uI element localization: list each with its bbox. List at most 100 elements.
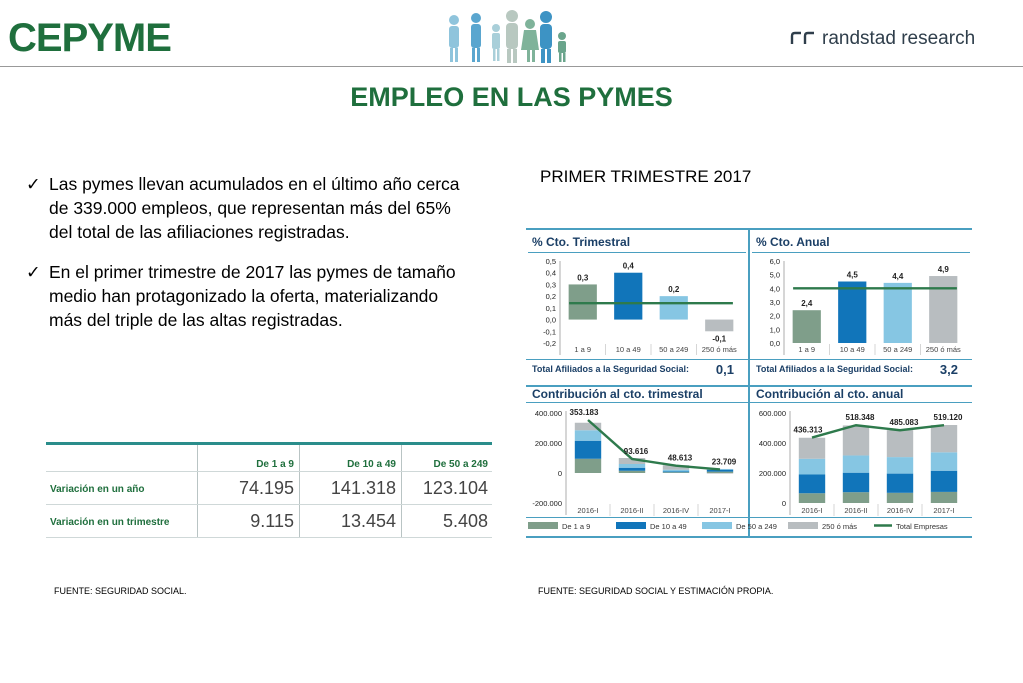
table-cell: 141.318 xyxy=(330,478,396,498)
quarterly-growth-xtick: 10 a 49 xyxy=(616,345,641,354)
annual-contribution-total-label: 485.083 xyxy=(890,418,919,427)
quarterly-contribution-total-line xyxy=(587,419,721,471)
quarterly-growth-ytick: -0,2 xyxy=(543,339,556,348)
annual-growth-footer-value: 3,2 xyxy=(940,362,958,377)
quarterly-contribution-stack-segment xyxy=(662,472,690,473)
annual-contribution-xtick: 2016-II xyxy=(844,506,867,515)
table-header-cell: De 1 a 9 xyxy=(256,459,294,470)
annual-contribution-stack-segment xyxy=(930,491,958,503)
quarterly-growth-ytick: 0,3 xyxy=(546,280,556,289)
quarterly-contribution-stack-segment xyxy=(662,471,690,473)
annual-contribution-stack-segment xyxy=(886,492,914,503)
quarterly-growth-xtick: 250 ó más xyxy=(702,345,737,354)
annual-growth-ytick: 4,0 xyxy=(770,284,780,293)
quarterly-growth-title: % Cto. Trimestral xyxy=(532,235,630,249)
cepyme-logo[interactable]: CEPYME xyxy=(8,16,172,60)
annual-growth-xtick: 50 a 249 xyxy=(883,345,912,354)
quarterly-growth-footer-value: 0,1 xyxy=(716,362,734,377)
annual-contribution-stack-segment xyxy=(886,473,914,493)
quarterly-growth-value-label: 0,4 xyxy=(623,262,635,271)
annual-contribution-xtick: 2017-I xyxy=(933,506,954,515)
quarterly-contribution-stack-segment xyxy=(706,469,734,472)
quarterly-growth-ytick: 0,0 xyxy=(546,316,556,325)
annual-contribution-ytick: 200.000 xyxy=(759,469,786,478)
quarterly-growth-value-label: 0,2 xyxy=(668,285,680,294)
annual-growth-ytick: 1,0 xyxy=(770,325,780,334)
randstad-research-text: randstad research xyxy=(822,28,976,49)
quarterly-contribution-ytick: 200.000 xyxy=(535,439,562,448)
randstad-research-logo[interactable]: randstad research xyxy=(790,28,975,50)
table-divider xyxy=(197,445,198,538)
annual-contribution-ytick: 400.000 xyxy=(759,439,786,448)
panel-bottom-border xyxy=(526,536,972,538)
legend-top-border xyxy=(526,517,972,518)
annual-contribution-total-label: 436.313 xyxy=(794,426,823,435)
quarterly-growth-xtick: 1 a 9 xyxy=(574,345,591,354)
quarterly-contribution-total-label: 353.183 xyxy=(570,408,599,417)
annual-growth-ytick: 5,0 xyxy=(770,271,780,280)
chart-subtitle: PRIMER TRIMESTRE 2017 xyxy=(540,167,752,186)
annual-contribution-stack-segment xyxy=(842,425,870,456)
quarterly-contribution-stack-segment xyxy=(574,430,602,441)
annual-growth-value-label: 4,9 xyxy=(938,265,950,274)
footer-top-border xyxy=(526,359,972,360)
annual-growth-xtick: 1 a 9 xyxy=(798,345,815,354)
annual-growth-bar xyxy=(883,282,912,343)
annual-contribution-xtick: 2016-I xyxy=(801,506,822,515)
table-cell: 123.104 xyxy=(422,478,488,498)
bullet-text: Las pymes llevan acumulados en el último… xyxy=(49,174,460,242)
annual-contribution-stack-segment xyxy=(842,472,870,493)
quarterly-growth-ytick: 0,2 xyxy=(546,292,556,301)
quarterly-contribution-stack-segment xyxy=(574,422,602,431)
legend-swatch xyxy=(788,522,818,529)
annual-growth-footer-label: Total Afiliados a la Seguridad Social: xyxy=(756,364,913,374)
annual-contribution-stack-segment xyxy=(930,425,958,453)
row-label: Variación en un trimestre xyxy=(50,517,170,528)
table-cell: 13.454 xyxy=(340,511,396,531)
annual-contribution-stack-segment xyxy=(798,437,826,459)
quarterly-growth-ytick: 0,4 xyxy=(546,269,556,278)
page-title: EMPLEO EN LAS PYMES xyxy=(350,82,673,112)
table-cell: 74.195 xyxy=(238,478,294,498)
table-divider xyxy=(299,445,300,538)
quarterly-contribution-ytick: 400.000 xyxy=(535,409,562,418)
randstad-mark-icon xyxy=(790,31,814,44)
annual-growth-title: % Cto. Anual xyxy=(756,235,830,249)
legend-swatch xyxy=(702,522,732,529)
quarterly-contribution-xtick: 2016-IV xyxy=(663,506,689,515)
quarterly-growth-bar xyxy=(614,272,643,320)
quarterly-growth-ytick: 0,5 xyxy=(546,257,556,266)
quarterly-growth-title-rule xyxy=(528,252,746,253)
legend-swatch xyxy=(528,522,558,529)
quarterly-contribution-stack-segment xyxy=(618,458,646,464)
source-right: FUENTE: SEGURIDAD SOCIAL Y ESTIMACIÓN PR… xyxy=(538,586,774,596)
quarterly-contribution-stack-segment xyxy=(574,458,602,473)
quarterly-contribution-total-label: 48.613 xyxy=(668,454,693,463)
annual-contribution-stack-segment xyxy=(798,474,826,494)
table-cell: 5.408 xyxy=(442,511,488,531)
quarterly-growth-footer-label: Total Afiliados a la Seguridad Social: xyxy=(532,364,689,374)
annual-contribution-stack-segment xyxy=(930,470,958,492)
bullet-item: ✓ En el primer trimestre de 2017 las pym… xyxy=(26,260,476,332)
quarterly-contribution-stack-segment xyxy=(574,440,602,459)
annual-contribution-stack-segment xyxy=(930,452,958,471)
annual-growth-value-label: 4,4 xyxy=(892,272,904,281)
annual-growth-ytick: 2,0 xyxy=(770,312,780,321)
annual-contribution-title: Contribución al cto. anual xyxy=(756,387,903,401)
table-header-row: De 1 a 9 De 10 a 49 De 50 a 249 xyxy=(46,445,492,472)
quarterly-contribution-stack-segment xyxy=(662,465,690,470)
header-divider xyxy=(0,66,1023,67)
annual-growth-bar xyxy=(792,310,821,343)
charts-panel: % Cto. Trimestral -0,2 -0,1 0,0 0,1 0,2 0,3 0,4… xyxy=(526,228,972,538)
legend-label: 250 ó más xyxy=(822,522,857,531)
table-row: Variación en un año 74.195 141.318 123.1… xyxy=(46,472,492,505)
legend-label: De 1 a 9 xyxy=(562,522,590,531)
quarterly-contribution-total-label: 23.709 xyxy=(712,457,737,466)
quarterly-growth-bar xyxy=(659,296,688,320)
bullet-text: En el primer trimestre de 2017 las pymes… xyxy=(49,262,456,330)
quarterly-contribution-ytick: -200.000 xyxy=(532,499,562,508)
quarterly-growth-xtick: 50 a 249 xyxy=(659,345,688,354)
legend-label: De 50 a 249 xyxy=(736,522,777,531)
quarterly-growth-value-label: -0,1 xyxy=(712,334,726,343)
checkmark-icon: ✓ xyxy=(26,174,41,194)
